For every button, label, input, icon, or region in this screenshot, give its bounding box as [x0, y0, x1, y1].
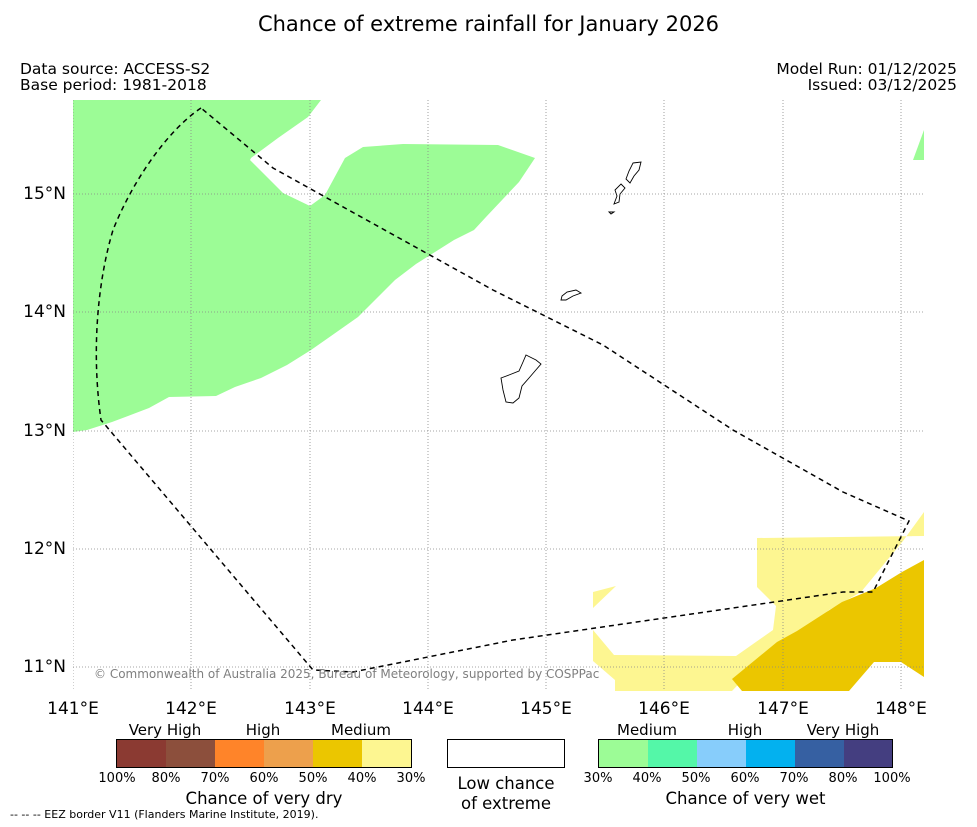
legend-wet-swatch-1 — [599, 740, 648, 767]
legend-wet-pct-30: 30% — [583, 771, 613, 786]
legend-dry-swatch-2 — [166, 740, 215, 767]
legend-dry-pct-50: 50% — [298, 771, 328, 786]
legend-wet-level-very-high: Very High — [806, 721, 880, 739]
wet-region-northeast — [913, 130, 924, 160]
island-tinian — [613, 183, 626, 205]
legend-wet-pct-100: 100% — [873, 771, 911, 786]
legend-wet-level-medium: Medium — [617, 721, 677, 739]
legend-low-swatch — [447, 739, 565, 768]
base-period: Base period: 1981-2018 — [20, 76, 207, 94]
legend-dry-frame — [116, 739, 412, 768]
island-saipan — [625, 161, 642, 184]
legend-wet-swatch-5 — [795, 740, 844, 767]
dry-region-light — [593, 512, 924, 691]
legend-dry-swatch-1 — [117, 740, 166, 767]
legend-wet-swatch-4 — [746, 740, 795, 767]
legend-wet-pct-50: 50% — [681, 771, 711, 786]
lat-label-13n: 13°N — [23, 421, 66, 441]
legend-wet-level-high: High — [727, 721, 763, 739]
lon-label-146e: 146°E — [638, 699, 690, 719]
legend-dry-pct-40: 40% — [347, 771, 377, 786]
legend-dry-level-medium: Medium — [331, 721, 391, 739]
island-rota — [560, 289, 583, 301]
legend-low-line2: of extreme — [460, 794, 552, 813]
gridlines — [73, 100, 924, 691]
lon-label-142e: 142°E — [165, 699, 217, 719]
legend-wet-swatch-3 — [697, 740, 746, 767]
legend-dry-title: Chance of very dry — [185, 789, 343, 808]
legend-wet-swatch-2 — [648, 740, 697, 767]
lat-label-14n: 14°N — [23, 302, 66, 322]
legend-dry-pct-80: 80% — [151, 771, 181, 786]
lon-label-148e: 148°E — [875, 699, 927, 719]
legend-dry-pct-100: 100% — [98, 771, 136, 786]
legend-wet-pct-40: 40% — [632, 771, 662, 786]
lon-label-141e: 141°E — [47, 699, 99, 719]
island-aguijan — [607, 211, 616, 215]
lon-label-144e: 144°E — [402, 699, 454, 719]
legend-dry-pct-30: 30% — [396, 771, 426, 786]
lon-label-147e: 147°E — [757, 699, 809, 719]
islands — [500, 161, 642, 404]
island-guam — [500, 354, 542, 404]
lat-label-12n: 12°N — [23, 539, 66, 559]
lon-label-143e: 143°E — [284, 699, 336, 719]
legend-dry-swatch-3 — [215, 740, 264, 767]
legend-wet-pct-80: 80% — [828, 771, 858, 786]
legend-wet-pct-60: 60% — [730, 771, 760, 786]
meta-left: Data source: ACCESS-S2 Base period: 1981… — [20, 61, 210, 93]
legend-wet-swatch-6 — [844, 740, 892, 767]
rainfall-map — [73, 100, 924, 691]
legend-dry-level-very-high: Very High — [128, 721, 202, 739]
legend-dry-pct-60: 60% — [249, 771, 279, 786]
legend-dry-swatch-6 — [362, 740, 411, 767]
legend-wet-pct-70: 70% — [779, 771, 809, 786]
chart-title: Chance of extreme rainfall for January 2… — [257, 12, 720, 36]
lat-label-11n: 11°N — [23, 657, 66, 677]
issued-date: Issued: 03/12/2025 — [807, 76, 957, 94]
legend-dry-swatch-4 — [264, 740, 313, 767]
legend-wet-title: Chance of very wet — [665, 789, 826, 808]
wet-region-northwest — [73, 100, 535, 432]
footnote-eez: -- -- -- EEZ border V11 (Flanders Marine… — [10, 808, 319, 821]
legend-low-line1: Low chance — [457, 774, 555, 793]
legend-dry-level-high: High — [245, 721, 281, 739]
legend-wet-frame — [598, 739, 893, 768]
data-source: Data source: ACCESS-S2 — [20, 60, 211, 78]
lat-label-15n: 15°N — [23, 184, 66, 204]
dry-region-dark — [732, 560, 924, 691]
model-run: Model Run: 01/12/2025 — [776, 60, 957, 78]
copyright-notice: © Commonwealth of Australia 2025, Bureau… — [94, 667, 600, 681]
meta-right: Model Run: 01/12/2025 Issued: 03/12/2025 — [776, 61, 957, 93]
eez-border — [95, 107, 911, 673]
legend-dry-swatch-5 — [313, 740, 362, 767]
legend-dry-pct-70: 70% — [200, 771, 230, 786]
lon-label-145e: 145°E — [520, 699, 572, 719]
